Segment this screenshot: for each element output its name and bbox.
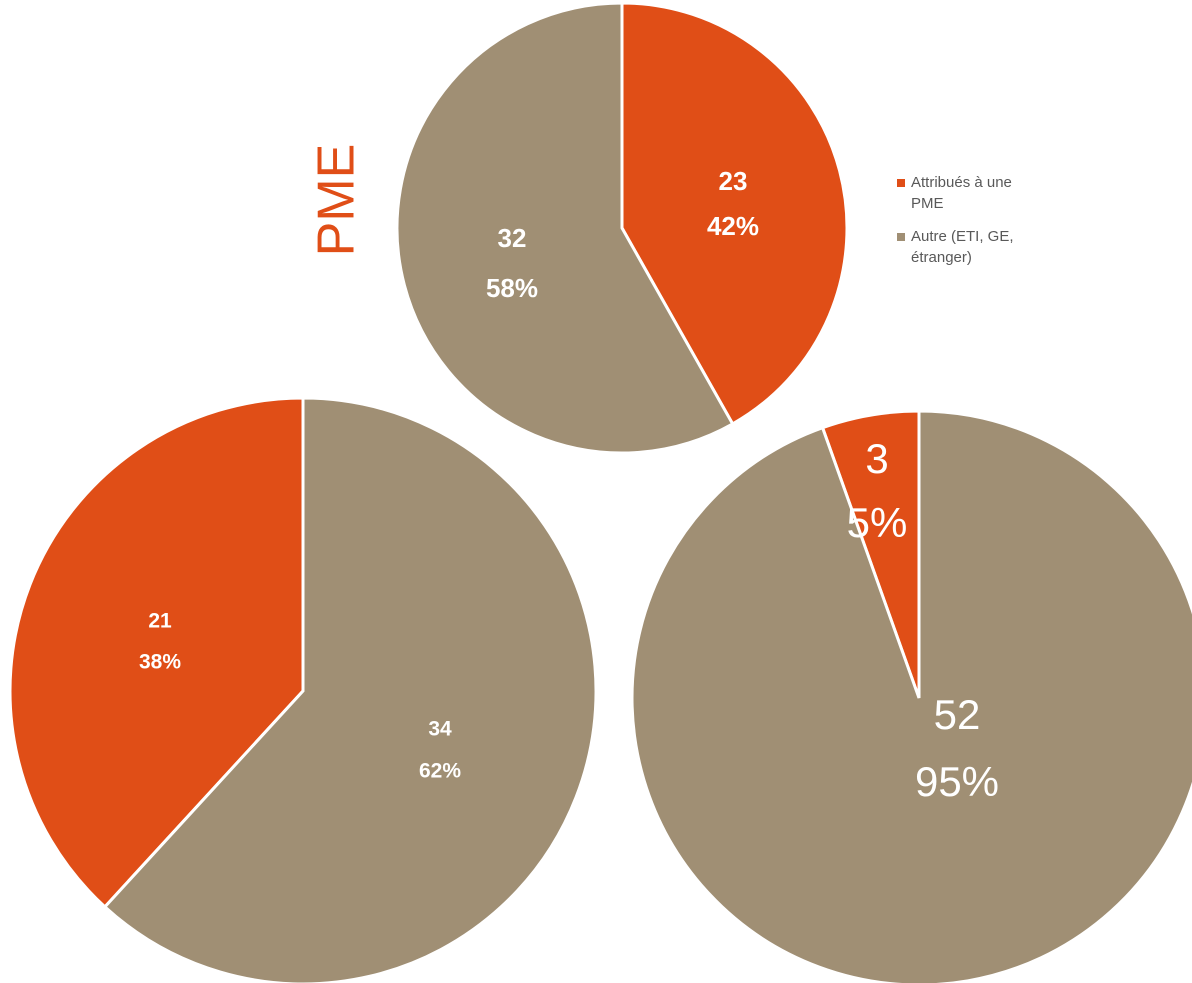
legend-label: Autre (ETI, GE, étranger)	[911, 228, 1014, 266]
percent-label: 5%	[847, 499, 908, 546]
value-label: 3	[865, 435, 888, 482]
percent-label: 95%	[915, 758, 999, 805]
value-label: 21	[148, 610, 172, 633]
chart-title: PME	[308, 144, 366, 257]
value-label: 52	[934, 691, 981, 738]
pie-slice	[8, 396, 305, 909]
pie-slice	[630, 409, 1192, 983]
pie-slice	[395, 1, 735, 455]
legend-label: Attribués à une PME	[911, 174, 1012, 212]
value-label: 23	[719, 166, 748, 196]
legend-item: Attribués à une PME	[897, 172, 1047, 214]
percent-label: 62%	[419, 760, 461, 783]
legend-swatch	[897, 233, 905, 241]
pie-slice	[102, 396, 598, 983]
value-label: 32	[498, 223, 527, 253]
percent-label: 38%	[139, 651, 181, 674]
legend-swatch	[897, 179, 905, 187]
legend-item: Autre (ETI, GE, étranger)	[897, 226, 1047, 268]
percent-label: 58%	[486, 273, 538, 303]
percent-label: 42%	[707, 211, 759, 241]
pie-slice	[620, 1, 849, 426]
value-label: 34	[428, 718, 452, 741]
